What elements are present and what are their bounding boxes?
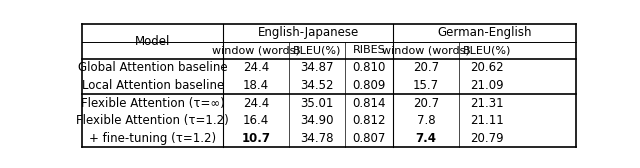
Text: Model: Model bbox=[135, 35, 170, 48]
Text: Local Attention baseline: Local Attention baseline bbox=[82, 79, 224, 92]
Text: RIBES: RIBES bbox=[353, 45, 385, 55]
Text: BLEU(%): BLEU(%) bbox=[463, 45, 511, 55]
Text: 20.62: 20.62 bbox=[470, 61, 504, 74]
Text: German-English: German-English bbox=[437, 26, 532, 39]
Text: 21.11: 21.11 bbox=[470, 114, 504, 127]
Text: 16.4: 16.4 bbox=[243, 114, 269, 127]
Text: 20.7: 20.7 bbox=[413, 61, 439, 74]
Text: 20.7: 20.7 bbox=[413, 97, 439, 110]
Text: 34.87: 34.87 bbox=[300, 61, 333, 74]
Text: 34.90: 34.90 bbox=[300, 114, 333, 127]
Text: 34.52: 34.52 bbox=[300, 79, 333, 92]
Text: 18.4: 18.4 bbox=[243, 79, 269, 92]
Text: 0.812: 0.812 bbox=[353, 114, 386, 127]
Text: 0.814: 0.814 bbox=[353, 97, 386, 110]
Text: window (words): window (words) bbox=[382, 45, 470, 55]
Text: 35.01: 35.01 bbox=[300, 97, 333, 110]
Text: BLEU(%): BLEU(%) bbox=[292, 45, 341, 55]
Text: 24.4: 24.4 bbox=[243, 97, 269, 110]
Text: 0.810: 0.810 bbox=[353, 61, 386, 74]
Text: Global Attention baseline: Global Attention baseline bbox=[78, 61, 228, 74]
Text: 21.09: 21.09 bbox=[470, 79, 504, 92]
Text: 0.809: 0.809 bbox=[353, 79, 386, 92]
Text: 10.7: 10.7 bbox=[241, 132, 270, 145]
Text: 24.4: 24.4 bbox=[243, 61, 269, 74]
Text: 21.31: 21.31 bbox=[470, 97, 504, 110]
Text: Flexible Attention (τ=1.2): Flexible Attention (τ=1.2) bbox=[76, 114, 229, 127]
Text: 0.807: 0.807 bbox=[353, 132, 386, 145]
Text: window (words): window (words) bbox=[212, 45, 300, 55]
Text: 15.7: 15.7 bbox=[413, 79, 439, 92]
Text: 34.78: 34.78 bbox=[300, 132, 333, 145]
Text: 7.8: 7.8 bbox=[417, 114, 435, 127]
Text: English-Japanese: English-Japanese bbox=[257, 26, 358, 39]
Text: + fine-tuning (τ=1.2): + fine-tuning (τ=1.2) bbox=[89, 132, 216, 145]
Text: 20.79: 20.79 bbox=[470, 132, 504, 145]
Text: 7.4: 7.4 bbox=[415, 132, 436, 145]
Text: Flexible Attention (τ=∞): Flexible Attention (τ=∞) bbox=[81, 97, 225, 110]
